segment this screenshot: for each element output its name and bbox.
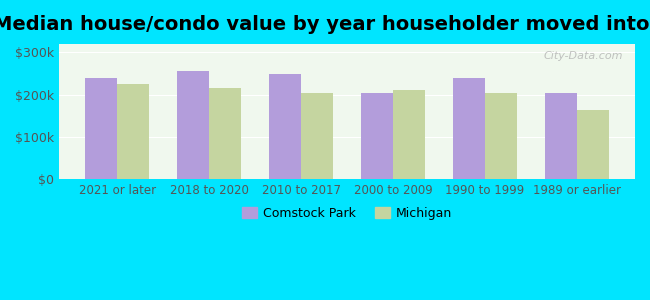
Bar <box>269 74 301 179</box>
Bar <box>301 94 333 179</box>
Bar <box>117 84 150 179</box>
Text: City-Data.com: City-Data.com <box>544 51 623 61</box>
Bar <box>85 78 117 179</box>
Bar <box>361 93 393 179</box>
Bar <box>485 93 517 179</box>
Bar <box>209 88 241 179</box>
Bar <box>177 71 209 179</box>
Bar <box>545 93 577 179</box>
Title: Median house/condo value by year householder moved into unit: Median house/condo value by year househo… <box>0 15 650 34</box>
Legend: Comstock Park, Michigan: Comstock Park, Michigan <box>237 202 457 225</box>
Bar <box>452 78 485 179</box>
Bar <box>577 110 609 179</box>
Bar <box>393 91 425 179</box>
